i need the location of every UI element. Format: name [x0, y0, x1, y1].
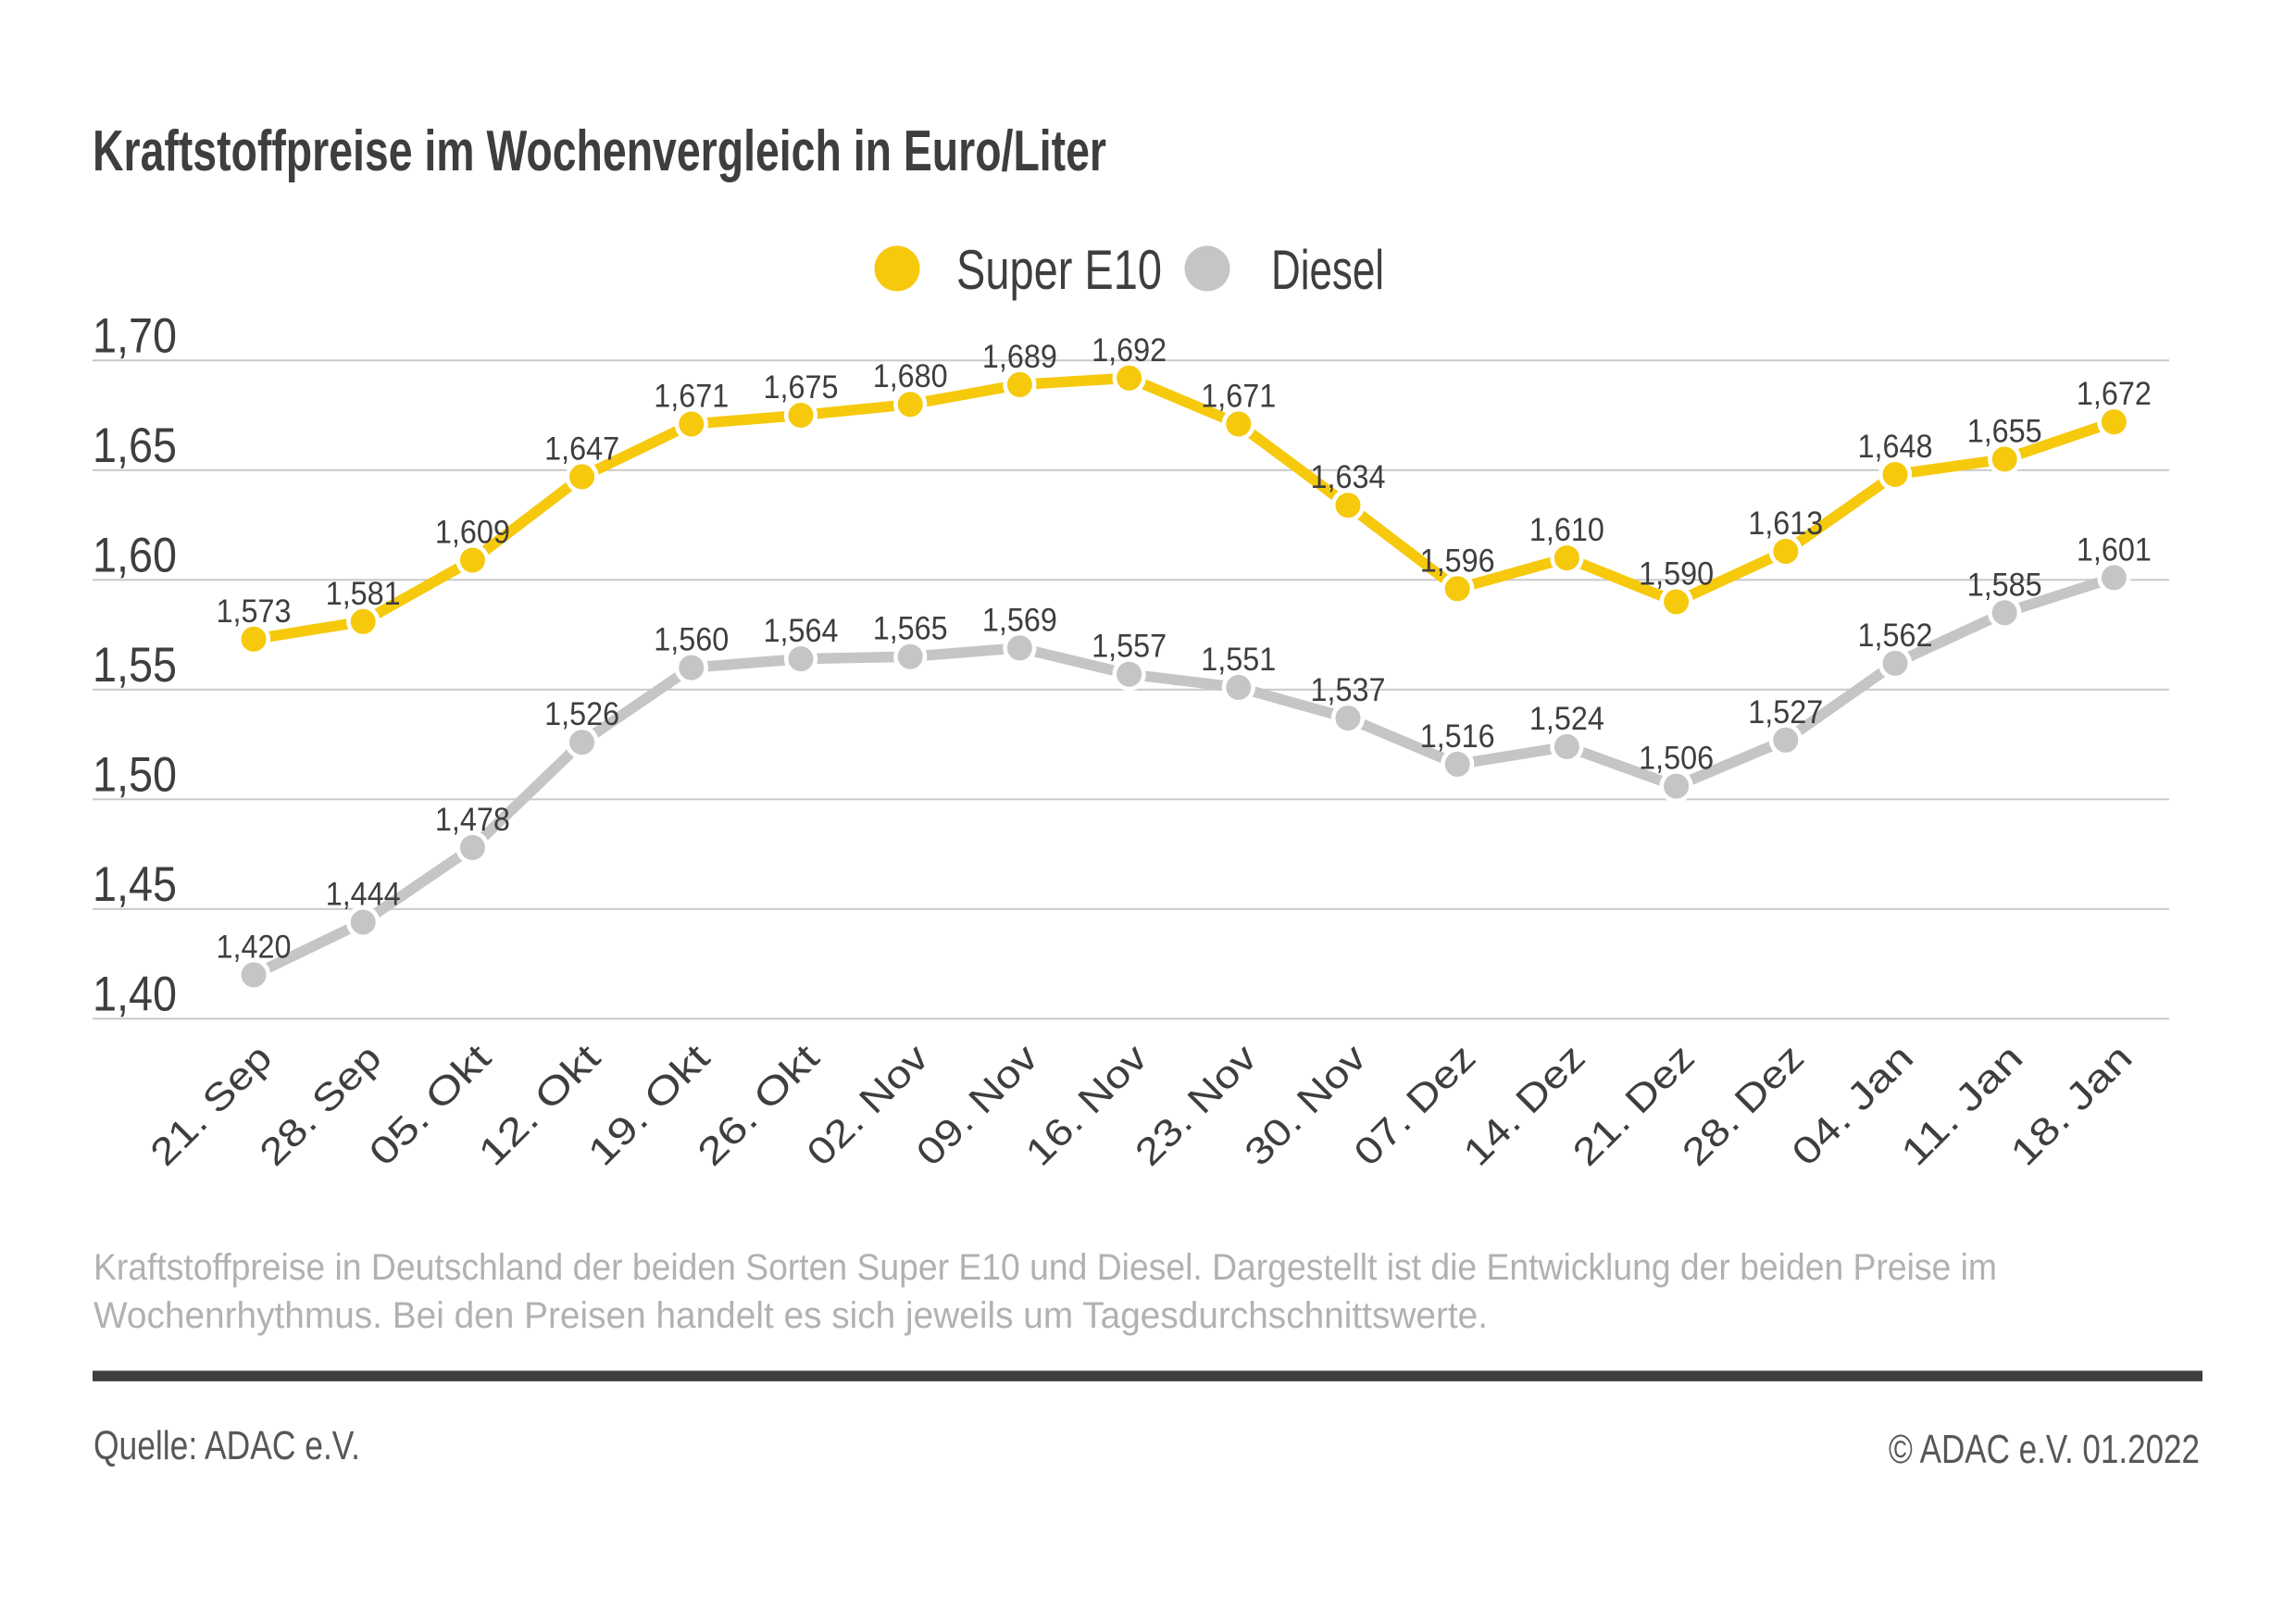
svg-text:1,596: 1,596 [1420, 543, 1495, 579]
svg-text:1,562: 1,562 [1858, 618, 1933, 654]
svg-text:1,50: 1,50 [93, 747, 177, 802]
svg-text:1,671: 1,671 [654, 379, 729, 415]
svg-text:1,60: 1,60 [93, 528, 177, 582]
svg-text:1,55: 1,55 [93, 638, 177, 693]
svg-text:1,672: 1,672 [2077, 376, 2152, 412]
svg-text:Diesel: Diesel [1271, 239, 1384, 301]
svg-text:1,551: 1,551 [1201, 642, 1276, 678]
svg-text:1,478: 1,478 [435, 802, 510, 838]
svg-text:1,40: 1,40 [93, 967, 177, 1021]
svg-text:1,565: 1,565 [873, 611, 948, 647]
svg-text:1,634: 1,634 [1311, 459, 1386, 495]
svg-text:1,647: 1,647 [544, 431, 619, 467]
svg-text:1,590: 1,590 [1639, 556, 1714, 593]
svg-text:1,655: 1,655 [1967, 413, 2042, 449]
svg-text:1,70: 1,70 [93, 308, 177, 363]
svg-text:1,675: 1,675 [764, 369, 839, 406]
svg-text:1,564: 1,564 [764, 613, 839, 649]
svg-text:1,45: 1,45 [93, 857, 177, 912]
svg-text:1,601: 1,601 [2077, 531, 2152, 568]
svg-text:1,560: 1,560 [654, 622, 729, 658]
svg-text:1,692: 1,692 [1092, 332, 1167, 368]
svg-text:1,689: 1,689 [982, 339, 1057, 375]
svg-text:Wochenrhythmus. Bei den Preise: Wochenrhythmus. Bei den Preisen handelt … [94, 1295, 1488, 1336]
svg-text:1,526: 1,526 [544, 696, 619, 732]
svg-text:1,581: 1,581 [326, 576, 401, 612]
svg-text:1,420: 1,420 [217, 929, 292, 965]
svg-text:1,613: 1,613 [1748, 506, 1823, 542]
svg-text:1,671: 1,671 [1201, 379, 1276, 415]
svg-text:1,65: 1,65 [93, 418, 177, 473]
svg-text:1,648: 1,648 [1858, 429, 1933, 465]
svg-text:1,680: 1,680 [873, 358, 948, 394]
svg-text:Kraftstoffpreise im Wochenverg: Kraftstoffpreise im Wochenvergleich in E… [93, 119, 1106, 183]
svg-text:1,506: 1,506 [1639, 741, 1714, 777]
svg-text:Quelle: ADAC e.V.: Quelle: ADAC e.V. [94, 1423, 360, 1468]
svg-text:1,537: 1,537 [1311, 672, 1386, 708]
svg-text:1,573: 1,573 [217, 593, 292, 630]
svg-text:Super E10: Super E10 [956, 239, 1162, 301]
svg-text:1,444: 1,444 [326, 877, 401, 913]
svg-text:1,569: 1,569 [982, 602, 1057, 638]
svg-text:1,609: 1,609 [435, 515, 510, 551]
svg-text:1,524: 1,524 [1529, 701, 1604, 737]
svg-text:© ADAC e.V. 01.2022: © ADAC e.V. 01.2022 [1889, 1427, 2200, 1472]
svg-text:1,516: 1,516 [1420, 718, 1495, 755]
svg-text:1,527: 1,527 [1748, 694, 1823, 731]
svg-text:1,610: 1,610 [1529, 512, 1604, 548]
svg-text:Kraftstoffpreise in Deutschlan: Kraftstoffpreise in Deutschland der beid… [94, 1247, 1997, 1288]
svg-text:1,557: 1,557 [1092, 629, 1167, 665]
svg-text:1,585: 1,585 [1967, 567, 2042, 603]
